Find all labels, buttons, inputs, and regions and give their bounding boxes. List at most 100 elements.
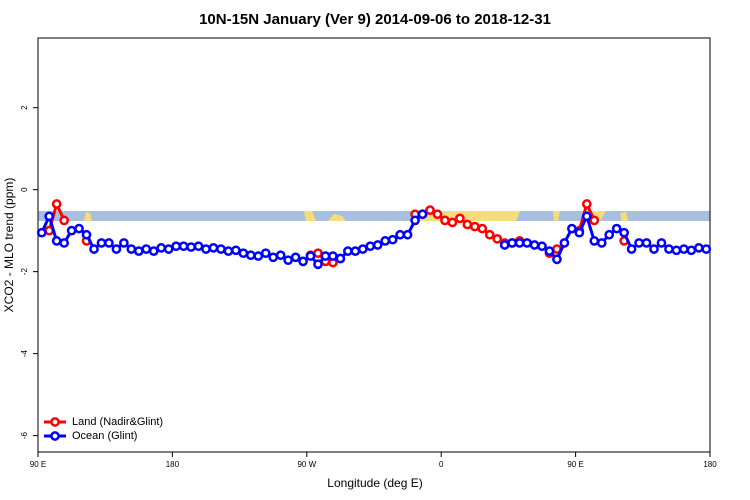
land-shape bbox=[328, 214, 346, 221]
ocean-strip bbox=[38, 211, 710, 221]
point bbox=[522, 238, 532, 248]
point bbox=[559, 238, 570, 248]
point bbox=[51, 236, 62, 246]
point bbox=[245, 250, 256, 261]
point bbox=[216, 244, 226, 254]
point bbox=[477, 223, 488, 234]
point bbox=[357, 244, 368, 254]
point bbox=[343, 246, 353, 256]
legend-marker bbox=[50, 431, 60, 441]
point bbox=[440, 215, 450, 226]
point bbox=[283, 255, 293, 266]
point bbox=[619, 227, 629, 238]
chart-title: 10N-15N January (Ver 9) 2014-09-06 to 20… bbox=[199, 11, 551, 28]
point bbox=[66, 225, 77, 236]
point bbox=[141, 244, 152, 254]
point bbox=[649, 244, 659, 254]
point bbox=[574, 227, 585, 238]
point bbox=[372, 240, 383, 250]
point bbox=[469, 221, 480, 232]
point bbox=[544, 246, 555, 256]
plot-frame bbox=[37, 37, 711, 453]
point bbox=[156, 243, 167, 253]
point bbox=[201, 244, 211, 254]
point bbox=[499, 240, 510, 250]
point bbox=[417, 209, 428, 220]
point bbox=[74, 223, 84, 234]
point bbox=[693, 243, 704, 253]
point bbox=[313, 248, 323, 259]
point bbox=[148, 246, 159, 256]
point bbox=[133, 246, 144, 256]
point bbox=[529, 240, 540, 250]
point bbox=[223, 246, 234, 256]
point bbox=[298, 256, 308, 267]
point bbox=[581, 199, 592, 209]
point bbox=[186, 242, 196, 252]
point bbox=[679, 244, 689, 254]
x-axis-label: Longitude (deg E) bbox=[327, 476, 422, 490]
point bbox=[335, 253, 346, 264]
point bbox=[104, 238, 114, 248]
point bbox=[320, 251, 331, 261]
point bbox=[126, 244, 137, 254]
point bbox=[193, 241, 204, 252]
point bbox=[89, 244, 99, 254]
x-tick-label: 180 bbox=[166, 460, 180, 469]
point bbox=[455, 213, 465, 224]
point bbox=[462, 219, 473, 230]
point bbox=[171, 241, 181, 252]
point bbox=[507, 238, 517, 248]
point bbox=[611, 223, 622, 234]
x-tick-label: 90 W bbox=[297, 460, 316, 469]
x-tick-label: 90 E bbox=[30, 460, 46, 469]
point bbox=[380, 236, 391, 246]
point bbox=[238, 248, 249, 259]
point bbox=[59, 215, 69, 226]
point bbox=[686, 245, 697, 256]
y-tick-label: -4 bbox=[20, 350, 29, 358]
point bbox=[701, 244, 712, 254]
point bbox=[425, 205, 435, 216]
x-tick-label: 0 bbox=[439, 460, 444, 469]
point bbox=[432, 209, 443, 220]
point bbox=[387, 234, 398, 245]
point bbox=[231, 245, 241, 256]
point bbox=[581, 211, 592, 222]
legend-entry: Ocean (Glint) bbox=[44, 430, 137, 442]
y-tick-label: -2 bbox=[20, 268, 29, 276]
legend-label: Ocean (Glint) bbox=[72, 430, 137, 442]
point bbox=[641, 238, 652, 248]
point bbox=[119, 238, 129, 248]
point bbox=[81, 229, 92, 240]
legend-entry: Land (Nadir&Glint) bbox=[44, 416, 163, 428]
point bbox=[410, 215, 420, 226]
point bbox=[492, 234, 503, 244]
point bbox=[253, 251, 264, 261]
point bbox=[59, 238, 69, 248]
point bbox=[514, 238, 525, 248]
point bbox=[596, 238, 607, 248]
point bbox=[260, 248, 271, 259]
point bbox=[178, 241, 189, 252]
legend-marker bbox=[50, 417, 60, 427]
point bbox=[484, 229, 495, 240]
point bbox=[664, 244, 674, 254]
point bbox=[395, 229, 405, 240]
point bbox=[552, 254, 562, 265]
point bbox=[328, 251, 338, 261]
y-tick-label: 2 bbox=[20, 105, 29, 110]
point bbox=[671, 245, 682, 256]
point bbox=[163, 244, 174, 254]
point bbox=[268, 252, 279, 263]
point bbox=[656, 238, 667, 248]
point bbox=[350, 246, 361, 256]
point bbox=[589, 215, 600, 226]
y-axis-label: XCO2 - MLO trend (ppm) bbox=[2, 178, 16, 313]
x-tick-label: 90 E bbox=[567, 460, 583, 469]
point bbox=[313, 259, 323, 270]
point bbox=[626, 244, 637, 254]
point bbox=[402, 229, 413, 240]
point bbox=[447, 217, 458, 228]
